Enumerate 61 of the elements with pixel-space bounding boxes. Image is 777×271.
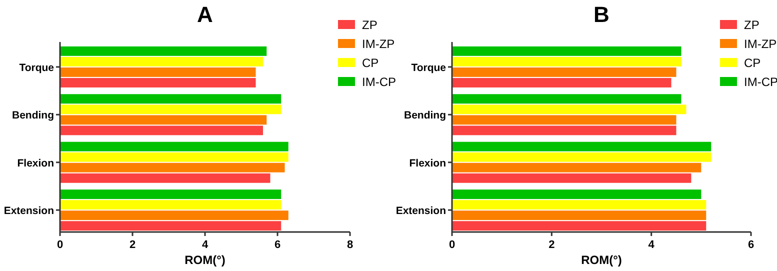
bar	[60, 67, 256, 77]
y-tick-label: Flexion	[17, 157, 54, 170]
bar	[60, 152, 288, 162]
bar	[452, 142, 712, 152]
legend-label: ZP	[744, 18, 760, 32]
bar	[60, 126, 263, 136]
bar	[452, 221, 706, 231]
legend-label: ZP	[362, 18, 378, 32]
legend-label: IM-ZP	[362, 37, 395, 51]
bar	[60, 200, 282, 210]
y-tick-label: Torque	[19, 62, 54, 74]
x-tick-label: 8	[346, 239, 354, 251]
x-tick-label: 0	[56, 239, 64, 251]
legend-label: CP	[744, 56, 761, 70]
bar	[60, 56, 263, 66]
y-tick-label: Flexion	[409, 157, 446, 170]
bar	[452, 56, 682, 66]
x-axis-title: ROM(°)	[184, 253, 226, 267]
bar	[452, 115, 676, 125]
bar	[452, 173, 692, 183]
bar	[60, 104, 282, 114]
bar	[452, 162, 702, 172]
y-tick-label: Torque	[411, 62, 446, 74]
legend-label: IM-CP	[362, 75, 396, 89]
bar	[60, 173, 270, 183]
y-tick-label: Extension	[4, 205, 54, 218]
x-tick-label: 2	[129, 239, 136, 251]
x-tick-label: 4	[202, 239, 209, 251]
bar	[452, 152, 712, 162]
y-tick-label: Bending	[12, 110, 54, 122]
chart-title: B	[594, 2, 610, 27]
bar	[452, 104, 686, 114]
x-tick-label: 6	[748, 239, 754, 251]
bar	[60, 162, 285, 172]
x-tick-label: 0	[448, 239, 456, 251]
bar	[60, 221, 282, 231]
bar	[452, 94, 682, 104]
bar	[452, 67, 676, 77]
bar	[60, 190, 282, 200]
bar	[452, 126, 676, 136]
legend-label: CP	[362, 56, 379, 70]
chart-title: A	[197, 2, 214, 27]
bar	[60, 115, 267, 125]
y-tick-label: Extension	[396, 205, 446, 218]
x-axis-title: ROM(°)	[581, 253, 622, 267]
bar	[452, 190, 702, 200]
bar	[60, 78, 256, 88]
bar	[60, 46, 267, 56]
x-tick-label: 2	[548, 239, 555, 251]
bar	[60, 94, 282, 104]
legend-label: IM-CP	[744, 75, 777, 89]
x-tick-label: 4	[648, 239, 656, 251]
bar	[452, 46, 682, 56]
y-tick-label: Bending	[404, 110, 446, 122]
bar	[452, 78, 672, 88]
bar	[60, 142, 288, 152]
x-tick-label: 6	[274, 239, 281, 251]
bar	[452, 200, 706, 210]
legend-label: IM-ZP	[744, 37, 777, 51]
bar	[452, 210, 706, 220]
bar	[60, 210, 288, 220]
